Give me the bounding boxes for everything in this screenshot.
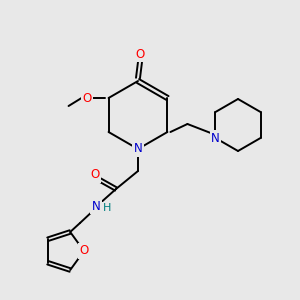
Text: H: H	[103, 203, 111, 213]
Text: O: O	[135, 47, 145, 61]
Text: O: O	[80, 244, 88, 257]
Text: N: N	[92, 200, 100, 212]
Text: O: O	[82, 92, 91, 104]
Text: O: O	[90, 169, 100, 182]
Text: N: N	[134, 142, 142, 155]
Text: N: N	[211, 131, 220, 145]
